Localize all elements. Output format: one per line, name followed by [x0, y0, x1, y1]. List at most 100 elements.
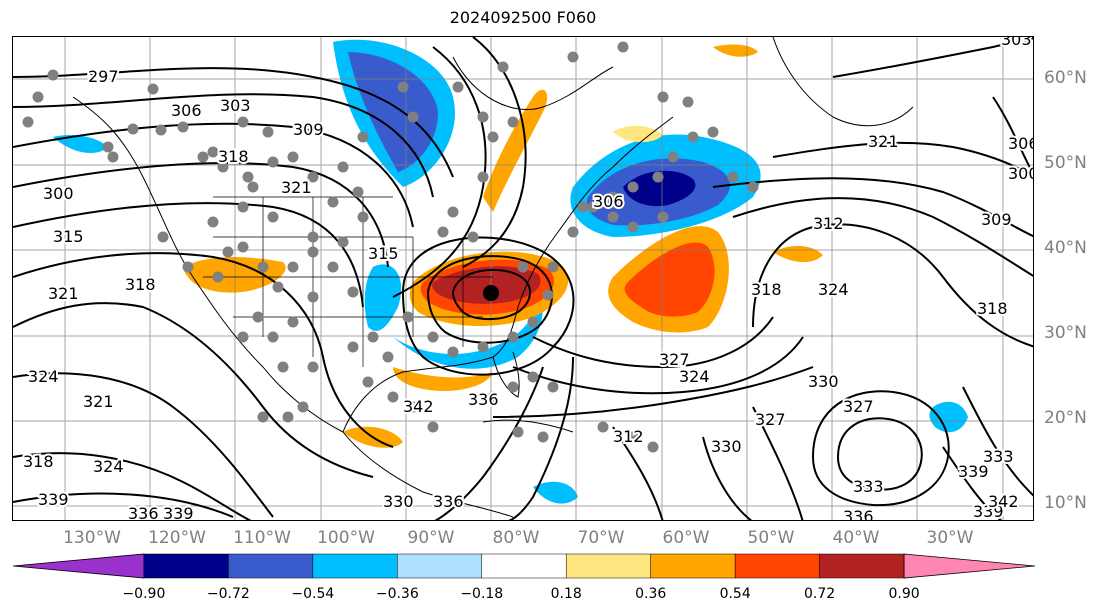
- station-marker: [147, 83, 159, 95]
- contour-label: 321: [868, 132, 899, 151]
- station-marker: [32, 91, 44, 103]
- station-marker: [527, 371, 539, 383]
- positive-anomaly-northeast-strip: [713, 44, 758, 57]
- contour-line: [732, 197, 1033, 277]
- station-marker: [447, 206, 459, 218]
- positive-anomaly-south: [393, 367, 493, 392]
- negative-anomaly-southeast-arc: [364, 264, 402, 331]
- station-marker: [347, 341, 359, 353]
- station-marker: [272, 281, 284, 293]
- colorbar-tick-label: 0.36: [635, 586, 667, 602]
- station-marker: [367, 331, 379, 343]
- station-marker: [507, 331, 519, 343]
- station-marker: [217, 161, 229, 173]
- latitude-label: 40°N: [1044, 238, 1087, 258]
- contour-cyclone-outer: [401, 236, 575, 376]
- station-marker: [617, 41, 629, 53]
- colorbar-segment: [481, 553, 567, 579]
- negative-anomaly-gulf: [393, 287, 543, 369]
- station-marker: [547, 381, 559, 393]
- contour-line: [992, 96, 1033, 176]
- station-marker: [687, 131, 699, 143]
- contour-label: 339: [38, 490, 69, 509]
- station-marker: [157, 231, 169, 243]
- positive-anomaly-cyclone-core: [432, 266, 541, 304]
- contour-line: [702, 436, 753, 520]
- contour-line: [752, 406, 804, 520]
- station-marker: [267, 331, 279, 343]
- colorbar-tick-label: 0.72: [804, 586, 836, 602]
- station-marker: [577, 201, 589, 213]
- contour-line: [612, 426, 664, 520]
- station-marker: [237, 331, 249, 343]
- station-marker: [402, 311, 414, 323]
- station-marker: [387, 391, 399, 403]
- positive-anomaly-streak-north: [483, 89, 548, 212]
- station-marker: [242, 171, 254, 183]
- station-marker: [652, 171, 664, 183]
- station-marker: [407, 111, 419, 123]
- positive-anomaly-atlantic-core: [624, 242, 715, 317]
- station-marker: [257, 261, 269, 273]
- contour-line: [13, 492, 234, 518]
- coastline-layer: [72, 37, 914, 518]
- station-marker: [197, 151, 209, 163]
- contour-line: [772, 141, 1033, 178]
- contour-label: 327: [755, 410, 786, 429]
- colorbar-extend-high: [903, 553, 1036, 579]
- station-marker: [347, 286, 359, 298]
- station-marker: [657, 91, 669, 103]
- contour-label: 312: [813, 214, 844, 233]
- station-marker: [427, 421, 439, 433]
- station-marker: [597, 421, 609, 433]
- station-marker: [647, 441, 659, 453]
- contour-label: 324: [28, 367, 59, 386]
- station-marker: [297, 401, 309, 413]
- station-marker: [587, 201, 599, 213]
- longitude-label: 120°W: [148, 528, 206, 548]
- station-marker: [657, 211, 669, 223]
- contour-label: 318: [218, 147, 249, 166]
- contour-label: 321: [83, 392, 114, 411]
- colorbar: [12, 553, 1036, 579]
- station-marker: [357, 211, 369, 223]
- contour-label: 318: [23, 452, 54, 471]
- colorbar-segment: [650, 553, 736, 579]
- contour-label: 315: [368, 244, 399, 263]
- contour-label: 303: [220, 96, 251, 115]
- station-marker: [182, 261, 194, 273]
- station-marker: [257, 411, 269, 423]
- longitude-label: 30°W: [926, 528, 974, 548]
- longitude-label: 110°W: [233, 528, 291, 548]
- contour-line: [712, 177, 1033, 238]
- contour-label: 336: [843, 507, 874, 521]
- station-marker: [497, 61, 509, 73]
- contour-label: 312: [613, 427, 644, 446]
- contour-label: 318: [751, 280, 782, 299]
- station-marker: [707, 126, 719, 138]
- latitude-label: 30°N: [1044, 323, 1087, 343]
- station-marker: [307, 361, 319, 373]
- contour-label: 333: [983, 447, 1014, 466]
- station-marker: [327, 196, 339, 208]
- contour-line: [508, 356, 574, 520]
- station-marker: [337, 236, 349, 248]
- contour-line: [492, 366, 814, 418]
- station-marker: [727, 171, 739, 183]
- contour-label: 330: [711, 437, 742, 456]
- colorbar-tick-label: −0.72: [206, 586, 250, 602]
- contour-line: [13, 67, 454, 178]
- latitude-label: 60°N: [1044, 68, 1087, 88]
- contour-label: 318: [977, 299, 1008, 318]
- station-marker: [267, 211, 279, 223]
- station-marker: [212, 271, 224, 283]
- contour-line: [13, 93, 434, 198]
- contour-label: 309: [293, 120, 324, 139]
- positive-anomaly-labrador: [613, 125, 663, 143]
- station-marker: [207, 146, 219, 158]
- colorbar-tick-label: −0.36: [375, 586, 419, 602]
- station-marker: [487, 391, 499, 403]
- station-marker: [517, 261, 529, 273]
